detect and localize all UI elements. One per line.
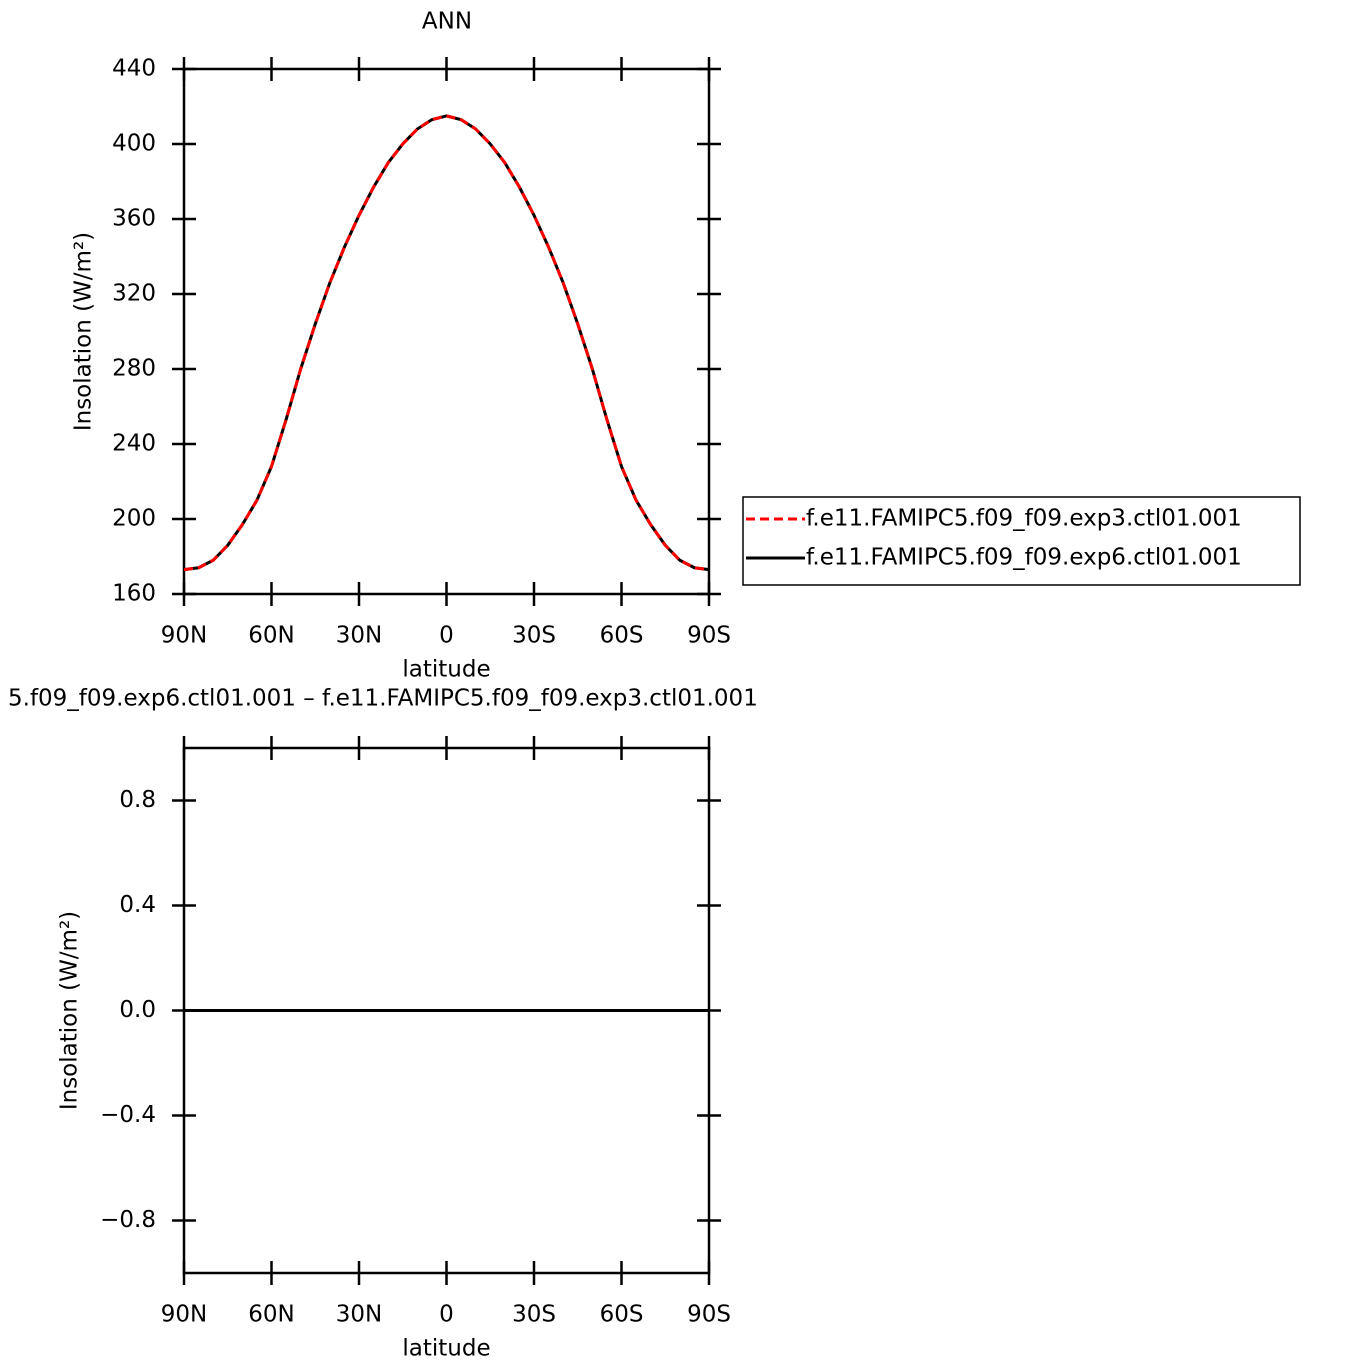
chart-title: ANN (422, 9, 472, 35)
chart-title: 5.f09_f09.exp6.ctl01.001 – f.e11.FAMIPC5… (8, 686, 758, 712)
y-axis-label: Insolation (W/m²) (57, 911, 83, 1110)
x-tick-label: 90N (161, 1302, 207, 1328)
y-tick-label: −0.4 (100, 1102, 156, 1128)
legend-label: f.e11.FAMIPC5.f09_f09.exp6.ctl01.001 (806, 545, 1242, 571)
data-line (183, 114, 710, 572)
x-axis-label: latitude (402, 1336, 490, 1362)
x-tick-label: 30N (336, 623, 382, 649)
y-tick-label: 0.0 (119, 997, 156, 1023)
x-tick-label: 0 (439, 623, 454, 649)
y-tick-label: 360 (112, 206, 156, 232)
plot-frame (182, 67, 711, 596)
y-tick-label: −0.8 (100, 1207, 156, 1233)
x-tick-label: 60N (248, 623, 294, 649)
x-tick-label: 30S (512, 1302, 556, 1328)
y-tick-label: 320 (112, 281, 156, 307)
x-tick-label: 90S (687, 623, 731, 649)
y-tick-label: 440 (112, 56, 156, 82)
x-tick-label: 30N (336, 1302, 382, 1328)
legend-label: f.e11.FAMIPC5.f09_f09.exp3.ctl01.001 (806, 506, 1242, 532)
x-tick-label: 60S (600, 1302, 644, 1328)
y-tick-label: 240 (112, 431, 156, 457)
y-axis-label: Insolation (W/m²) (71, 232, 97, 431)
y-tick-label: 280 (112, 356, 156, 382)
x-tick-label: 90N (161, 623, 207, 649)
y-tick-label: 400 (112, 131, 156, 157)
x-tick-label: 90S (687, 1302, 731, 1328)
x-tick-label: 60S (600, 623, 644, 649)
legend-box (742, 496, 1301, 586)
x-axis-label: latitude (402, 657, 490, 683)
x-tick-label: 60N (248, 1302, 294, 1328)
y-tick-label: 160 (112, 581, 156, 607)
y-tick-label: 200 (112, 506, 156, 532)
y-tick-label: 0.4 (119, 892, 156, 918)
data-line (183, 114, 710, 572)
y-tick-label: 0.8 (119, 787, 156, 813)
x-tick-label: 30S (512, 623, 556, 649)
x-tick-label: 0 (439, 1302, 454, 1328)
